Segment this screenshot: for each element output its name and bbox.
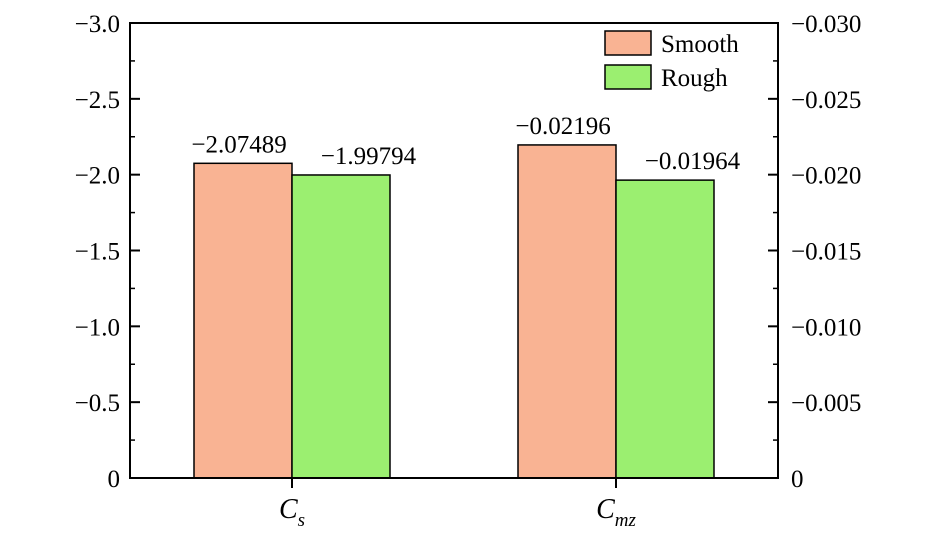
- x-axis-category-label: Cmz: [596, 494, 636, 531]
- data-labels: −2.07489 −1.99794 −0.02196 −0.01964: [191, 113, 740, 175]
- left-axis-tick-label: −2.0: [75, 163, 120, 190]
- legend: Smooth Rough: [604, 30, 739, 92]
- data-label-rough-cmz: −0.01964: [645, 148, 741, 175]
- left-axis-tick-label: −1.5: [75, 239, 120, 266]
- left-axis-tick-label: −1.0: [75, 314, 120, 341]
- bar-rough-cmz: [615, 179, 715, 479]
- category-subscript: s: [298, 510, 305, 531]
- category-base: C: [596, 494, 615, 525]
- right-axis-tick-label: −0.030: [791, 11, 861, 38]
- bar-smooth-cmz: [517, 144, 617, 479]
- left-axis-tick-label: −2.5: [75, 87, 120, 114]
- right-axis-tick-label: 0: [791, 466, 804, 493]
- right-axis-tick-label: −0.025: [791, 87, 861, 114]
- right-axis-tick-label: −0.020: [791, 163, 861, 190]
- legend-swatch-rough: [604, 64, 652, 90]
- right-axis-tick-label: −0.005: [791, 390, 861, 417]
- data-label-smooth-cmz: −0.02196: [515, 113, 610, 140]
- axes: 0 −0.5 −1.0 −1.5 −2.0 −2.5 −3.0 0 −0.005 −0.010 −0…: [75, 11, 862, 531]
- legend-label-rough: Rough: [661, 65, 728, 92]
- left-axis-tick-label: −0.5: [75, 390, 120, 417]
- bar-smooth-cs: [193, 162, 293, 479]
- data-label-rough-cs: −1.99794: [321, 143, 417, 170]
- legend-label-smooth: Smooth: [661, 31, 739, 58]
- right-axis-tick-label: −0.015: [791, 239, 861, 266]
- category-subscript: mz: [615, 510, 637, 531]
- left-axis-tick-label: 0: [108, 466, 121, 493]
- category-base: C: [279, 494, 298, 525]
- right-axis-tick-label: −0.010: [791, 314, 861, 341]
- left-axis-tick-label: −3.0: [75, 11, 120, 38]
- legend-swatch-smooth: [604, 30, 652, 56]
- x-axis-category-label: Cs: [279, 494, 305, 531]
- bar-rough-cs: [291, 174, 391, 479]
- data-label-smooth-cs: −2.07489: [191, 131, 286, 158]
- plot-area: [193, 144, 715, 479]
